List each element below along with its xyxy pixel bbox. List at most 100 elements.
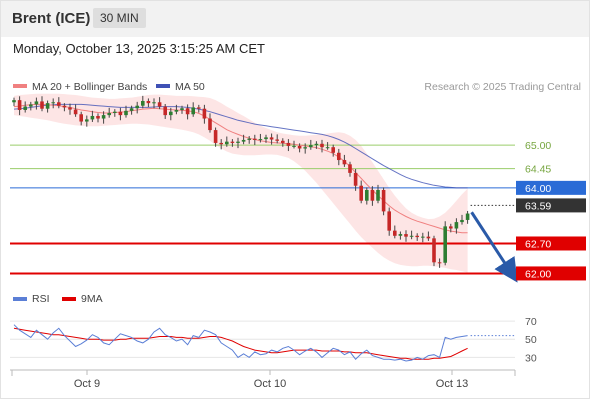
rsi-ma-legend-label: 9MA [81, 293, 103, 305]
level-label-65-00: 65.00 [525, 140, 551, 152]
candle-body [398, 234, 403, 236]
candle-body [124, 110, 128, 116]
candle-body [404, 234, 408, 237]
candle-body [191, 107, 195, 115]
ma20-legend-label: MA 20 + Bollinger Bands [32, 81, 147, 93]
ma20-legend-swatch [13, 84, 27, 88]
candle-body [68, 107, 72, 110]
candle-body [118, 111, 123, 116]
rsi-ma-line [13, 327, 468, 360]
forecast-arrow [470, 211, 518, 283]
candle-body [51, 102, 55, 104]
candle-body [180, 108, 184, 110]
candle-body [197, 107, 201, 109]
rsi-legend-swatch [13, 297, 27, 301]
main-legend: MA 20 + Bollinger Bands MA 50 Research ©… [13, 81, 581, 93]
candle-body [320, 143, 324, 148]
candle-body [101, 115, 106, 119]
candle-body [365, 190, 369, 201]
candle-body [17, 100, 22, 110]
x-tick-label: Oct 10 [254, 378, 286, 390]
level-label-63-59: 63.59 [525, 200, 551, 212]
candle-body [253, 138, 257, 140]
candle-body [325, 147, 330, 149]
candle-body [12, 100, 16, 103]
candle-body [381, 190, 386, 212]
candle-body [129, 108, 134, 111]
candle-body [376, 190, 380, 201]
candle-body [57, 102, 61, 106]
candle-body [79, 114, 83, 122]
ma50-legend-swatch [156, 84, 170, 88]
level-label-62-70: 62.70 [525, 238, 551, 250]
candle-body [449, 226, 453, 229]
level-box-64-00 [516, 180, 586, 195]
candle-body [40, 101, 44, 109]
candle-body [432, 238, 436, 263]
candle-body [107, 112, 111, 116]
candle-body [85, 119, 89, 122]
candle-body [230, 141, 235, 143]
candle-body [337, 152, 341, 161]
x-tick-label: Oct 13 [436, 378, 468, 390]
timeframe-badge[interactable]: 30 MIN [93, 8, 146, 28]
rsi-tick-label: 70 [525, 316, 537, 328]
level-box-62-70 [516, 236, 586, 251]
x-tick-label: Oct 9 [74, 378, 100, 390]
candle-body [370, 190, 375, 201]
rsi-legend: RSI 9MA [13, 293, 103, 305]
candle-body [90, 115, 95, 120]
candle-body [275, 139, 279, 141]
level-box-63-59 [516, 198, 586, 213]
candle-body [225, 141, 229, 145]
candle-body [34, 101, 39, 105]
attribution: Research © 2025 Trading Central [424, 81, 581, 93]
candle-body [421, 236, 425, 238]
candle-body [157, 102, 162, 107]
candle-body [73, 109, 78, 115]
candle-body [454, 222, 459, 229]
candle-body [353, 172, 358, 186]
candle-body [426, 236, 431, 239]
candle-body [281, 140, 285, 143]
candle-body [359, 185, 363, 201]
candle-body [286, 142, 291, 146]
rsi-tick-label: 30 [525, 352, 537, 364]
candle-body [460, 219, 464, 223]
candle-body [208, 118, 212, 131]
candle-body [135, 105, 139, 109]
candle-body [465, 213, 470, 220]
candle-body [219, 142, 223, 145]
instrument-title: Brent (ICE) [12, 10, 91, 27]
candle-body [247, 138, 251, 140]
candle-body [174, 109, 179, 112]
candle-body [415, 235, 419, 238]
candle-body [292, 145, 296, 147]
candle-body [348, 164, 352, 173]
ma20-line [13, 103, 468, 234]
candle-body [331, 147, 335, 153]
candle-body [213, 130, 218, 143]
ma50-legend-label: MA 50 [175, 81, 205, 93]
candle-body [314, 143, 319, 146]
candle-body [297, 145, 302, 149]
candle-body [309, 145, 313, 148]
candle-body [96, 115, 100, 119]
candle-body [264, 137, 268, 140]
candle-body [269, 137, 274, 140]
rsi-tick-label: 50 [525, 334, 537, 346]
bollinger-band [14, 93, 468, 273]
top-bar: Brent (ICE) 30 MIN [0, 0, 590, 37]
candle-body [393, 230, 397, 236]
level-label-62-00: 62.00 [525, 268, 551, 280]
candle-body [437, 262, 442, 264]
candle-body [202, 108, 207, 119]
ma50-line [13, 103, 468, 189]
candle-body [113, 111, 117, 113]
rsi-legend-label: RSI [32, 293, 50, 305]
level-box-62-00 [516, 266, 586, 281]
candle-body [45, 103, 50, 109]
chart-datetime: Monday, October 13, 2025 3:15:25 AM CET [13, 41, 265, 56]
candle-body [443, 226, 447, 263]
